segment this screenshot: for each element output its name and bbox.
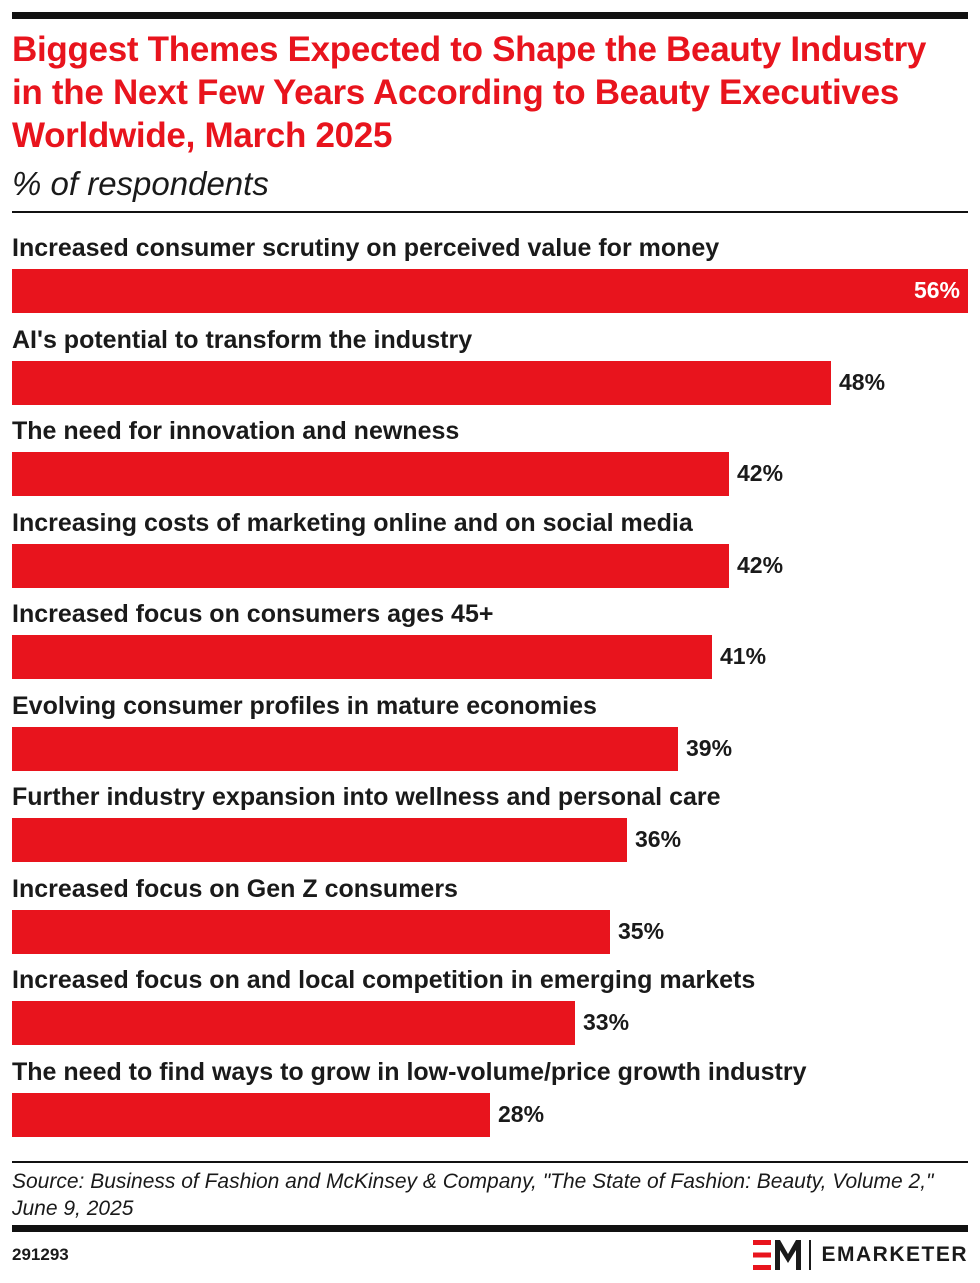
value-label: 36% [635, 826, 682, 852]
category-label: The need for innovation and newness [12, 417, 460, 445]
bar [12, 818, 627, 862]
category-label: Evolving consumer profiles in mature eco… [12, 691, 597, 720]
bar [12, 635, 712, 679]
source-note: Source: Business of Fashion and McKinsey… [12, 1170, 934, 1220]
bar [12, 726, 678, 771]
chart-id: 291293 [12, 1245, 69, 1264]
chart-title: Biggest Themes Expected to Shape the Bea… [12, 30, 927, 155]
category-label: Increasing costs of marketing online and… [12, 508, 693, 537]
bar-row: Increased focus on consumers ages 45+ 41% [12, 599, 970, 679]
chart-subtitle: % of respondents [12, 165, 269, 202]
bottom-rule [12, 1225, 968, 1232]
bar [12, 269, 968, 313]
bar-row: Increased focus on Gen Z consumers 35% [12, 874, 970, 954]
bar [12, 360, 831, 405]
emarketer-logo-icon [753, 1240, 802, 1270]
category-label: Increased focus on consumers ages 45+ [12, 600, 494, 628]
source-divider [12, 1161, 968, 1163]
title-divider [12, 211, 968, 213]
category-label: The need to find ways to grow in low-vol… [12, 1057, 807, 1086]
category-label: Further industry expansion into wellness… [12, 783, 721, 811]
bar [12, 909, 610, 954]
bar-row: The need to find ways to grow in low-vol… [12, 1057, 970, 1137]
bar [12, 1092, 490, 1137]
category-label: Increased consumer scrutiny on perceived… [12, 234, 720, 262]
bar [12, 452, 729, 496]
bar-row: Evolving consumer profiles in mature eco… [12, 691, 970, 771]
brand-divider [809, 1240, 812, 1270]
value-label: 42% [737, 551, 784, 578]
bar [12, 543, 729, 588]
brand-name: EMARKETER [821, 1243, 968, 1266]
category-label: Increased focus on Gen Z consumers [12, 874, 458, 903]
brand-logo: EMARKETER [753, 1236, 968, 1274]
bar-row: Further industry expansion into wellness… [12, 782, 970, 862]
value-label: 28% [498, 1100, 545, 1127]
bar-chart: Increased consumer scrutiny on perceived… [12, 233, 970, 1137]
value-label: 41% [720, 643, 767, 669]
value-label: 56% [913, 277, 960, 303]
bar-row: AI's potential to transform the industry… [12, 325, 970, 405]
category-label: Increased focus on and local competition… [12, 966, 756, 994]
value-label: 48% [839, 368, 886, 395]
top-rule [12, 12, 968, 19]
bar-row: Increased consumer scrutiny on perceived… [12, 233, 970, 313]
category-label: AI's potential to transform the industry [12, 325, 473, 354]
bar-row: Increased focus on and local competition… [12, 965, 970, 1045]
bar-row: Increasing costs of marketing online and… [12, 508, 970, 588]
value-label: 35% [618, 917, 665, 944]
value-label: 42% [737, 460, 784, 486]
bar [12, 1001, 575, 1045]
value-label: 33% [583, 1009, 630, 1035]
bar-row: The need for innovation and newness 42% [12, 416, 970, 496]
value-label: 39% [686, 734, 733, 761]
